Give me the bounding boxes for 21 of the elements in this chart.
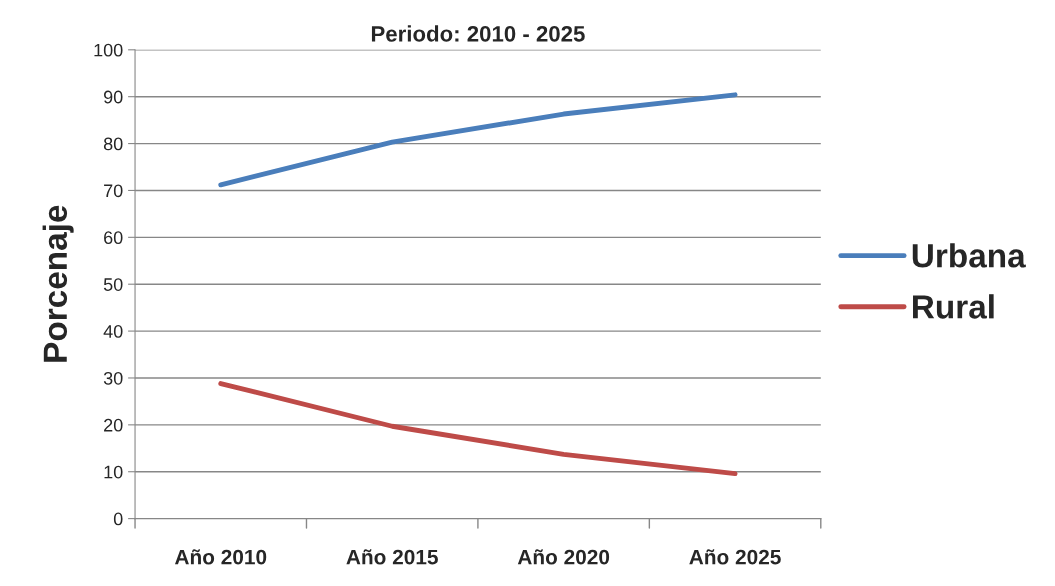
- y-tick-label: 10: [104, 465, 123, 479]
- y-tick-label: 100: [94, 43, 123, 57]
- x-tick-label: Año 2010: [174, 549, 267, 565]
- x-tick-label: Año 2015: [346, 549, 438, 565]
- legend-label: Urbana: [912, 243, 1026, 268]
- line-series: [218, 381, 738, 477]
- y-tick-label: 40: [103, 325, 123, 338]
- chart-title: Periodo: 2010 - 2025: [371, 25, 585, 42]
- y-tick-label: 20: [104, 418, 123, 432]
- y-tick-label: 80: [103, 137, 123, 151]
- y-axis-title: Porcenaje: [42, 205, 74, 362]
- x-tick-label: Año 2020: [517, 549, 610, 565]
- x-tick-label: Año 2025: [689, 549, 781, 565]
- y-tick-label: 30: [103, 371, 123, 385]
- line-series: [218, 92, 738, 188]
- y-tick-label: 60: [104, 231, 123, 245]
- y-tick-label: 90: [104, 90, 123, 104]
- y-tick-label: 70: [104, 184, 123, 198]
- y-tick-label: 50: [103, 278, 123, 291]
- legend-label: Rural: [913, 294, 994, 319]
- y-tick-label: 0: [113, 512, 123, 526]
